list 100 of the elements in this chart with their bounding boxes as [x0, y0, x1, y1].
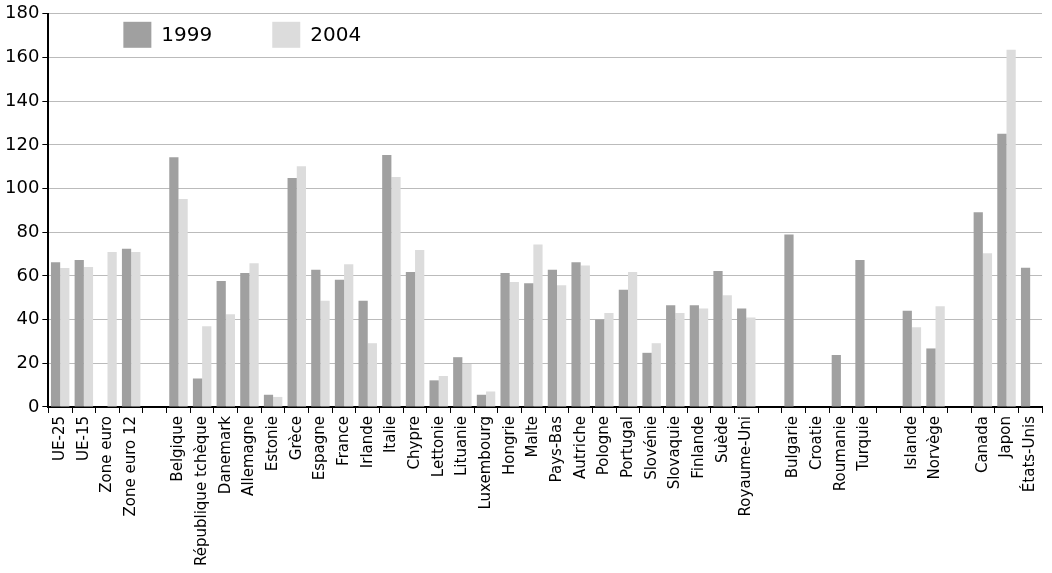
- x-tick-label: Italie: [381, 415, 400, 454]
- bar: [178, 199, 188, 407]
- y-tick-label: 100: [5, 176, 40, 198]
- bar: [320, 300, 330, 407]
- x-tick-label: États-Unis: [1019, 415, 1039, 493]
- x-tick-label: Pays-Bas: [546, 415, 565, 483]
- bar: [713, 270, 723, 407]
- bar: [698, 308, 709, 407]
- bar: [855, 259, 865, 407]
- x-tick-label: Lettonie: [428, 415, 447, 478]
- bar: [50, 262, 61, 407]
- bar: [509, 282, 519, 407]
- legend-label: 2004: [310, 22, 362, 46]
- bar: [557, 285, 567, 407]
- bar: [571, 262, 581, 407]
- bar: [462, 363, 472, 407]
- x-tick-label: Canada: [972, 415, 991, 474]
- x-tick-label: Espagne: [310, 415, 329, 481]
- bar: [486, 391, 496, 407]
- bar: [83, 266, 94, 407]
- bar: [580, 265, 590, 407]
- bar: [429, 380, 439, 407]
- x-tick-label: Pologne: [594, 415, 613, 476]
- x-tick-label: Autriche: [570, 415, 589, 479]
- x-tick-label: Royaume-Uni: [736, 415, 755, 517]
- x-tick-label: Norvège: [925, 415, 944, 480]
- bar: [273, 396, 283, 407]
- x-tick-label: Croatie: [807, 415, 826, 470]
- bar: [225, 314, 236, 407]
- x-tick-label: Chypre: [404, 415, 423, 470]
- x-tick-label: Malte: [523, 415, 542, 458]
- x-tick-label: Allemagne: [239, 415, 258, 496]
- bar: [604, 313, 614, 407]
- bar: [784, 234, 794, 407]
- y-tick-label: 40: [16, 307, 40, 329]
- bar: [391, 176, 401, 407]
- bar: [911, 327, 922, 407]
- bar: [131, 252, 141, 407]
- bar: [296, 166, 306, 407]
- x-tick-label: UE-15: [73, 415, 92, 461]
- bar: [722, 295, 732, 407]
- bar: [382, 154, 392, 407]
- bar: [311, 269, 321, 407]
- bar: [675, 313, 685, 407]
- bar: [547, 269, 558, 407]
- bar: [997, 133, 1007, 407]
- bar: [334, 279, 345, 407]
- bar: [263, 394, 274, 407]
- bar: [202, 326, 212, 407]
- x-tick-label: Lituanie: [452, 415, 471, 477]
- legend-label: 1999: [161, 22, 213, 46]
- bar: [533, 244, 543, 407]
- bar: [240, 273, 250, 407]
- y-tick-label: 80: [16, 219, 40, 241]
- x-tick-label: Turquie: [854, 415, 873, 472]
- x-tick-label: Estonie: [263, 415, 281, 472]
- x-tick-label: Slovaquie: [665, 415, 684, 490]
- y-tick-label: 60: [16, 263, 40, 285]
- bar: [344, 264, 354, 407]
- bar: [666, 305, 676, 407]
- bar: [500, 273, 510, 407]
- y-tick-label: 120: [5, 132, 40, 154]
- x-tick-label: France: [333, 415, 352, 466]
- bar: [121, 248, 132, 407]
- x-tick-label: Islande: [901, 415, 920, 470]
- bar: [453, 357, 463, 407]
- bar: [249, 263, 259, 407]
- bar: [831, 355, 841, 407]
- x-tick-label: Belgique: [168, 415, 187, 482]
- x-tick-label: République tchèque: [192, 415, 211, 567]
- y-tick-label: 20: [16, 350, 40, 372]
- bar: [524, 283, 534, 407]
- y-tick-label: 160: [5, 45, 40, 67]
- bar: [74, 259, 84, 407]
- x-tick-label: Danemark: [215, 415, 234, 495]
- bar: [216, 280, 226, 407]
- x-tick-label: Finlande: [688, 415, 707, 479]
- bar: [902, 310, 912, 407]
- bar: [192, 378, 203, 407]
- bar: [627, 272, 638, 407]
- x-tick-label: Hongrie: [499, 415, 518, 476]
- bar: [737, 308, 747, 407]
- bar: [651, 343, 661, 407]
- x-tick-label: Bulgarie: [783, 415, 802, 479]
- bar: [60, 268, 70, 407]
- bar: [367, 343, 377, 407]
- bar: [1020, 267, 1031, 407]
- bar: [476, 394, 487, 407]
- bar: [438, 375, 448, 407]
- bar: [595, 319, 605, 407]
- bar: [618, 289, 628, 407]
- x-tick-label: Slovénie: [641, 415, 660, 480]
- x-tick-label: Luxembourg: [475, 415, 494, 510]
- y-tick-label: 140: [5, 88, 40, 110]
- y-tick-label: 180: [5, 1, 40, 23]
- x-tick-label: Portugal: [617, 415, 636, 479]
- bar: [935, 306, 945, 407]
- x-tick-label: Suède: [712, 415, 731, 464]
- x-tick-label: Grèce: [286, 415, 305, 461]
- bar: [926, 348, 936, 407]
